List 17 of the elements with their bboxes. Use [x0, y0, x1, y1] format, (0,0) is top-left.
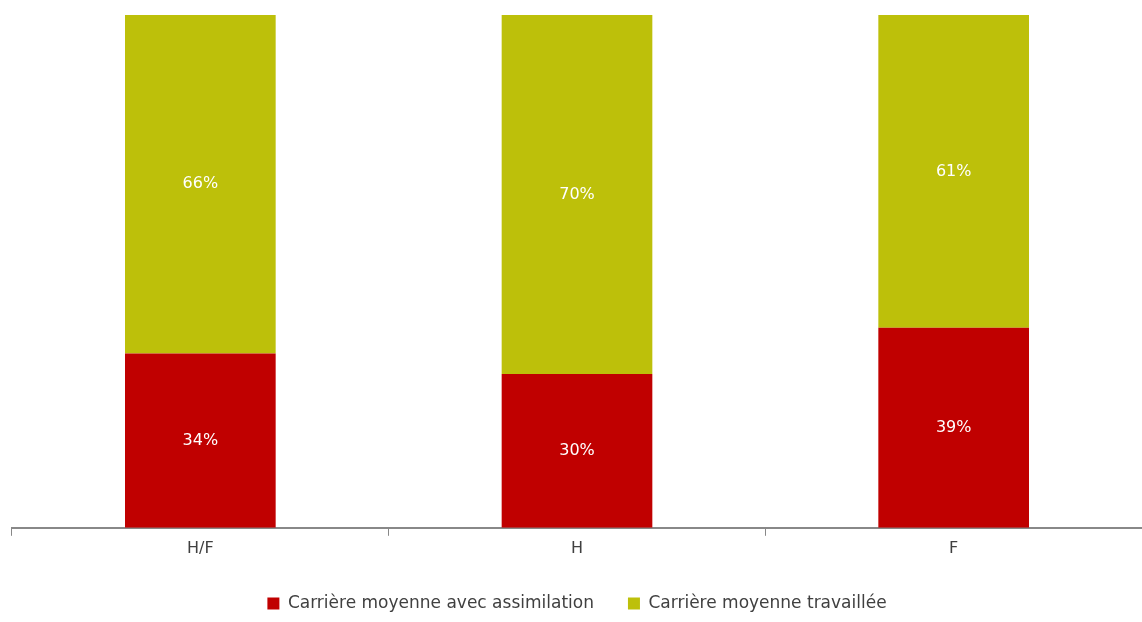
bar: [878, 327, 1029, 528]
data-label: 39%: [935, 416, 972, 436]
bar: [501, 373, 653, 528]
legend-label: Carrière moyenne travaillée: [648, 591, 887, 612]
legend-label: Carrière moyenne avec assimilation: [287, 591, 594, 612]
x-tick-label: H: [570, 537, 584, 557]
data-label: 66%: [182, 173, 219, 193]
bar: [501, 15, 653, 374]
data-label: 61%: [935, 160, 972, 180]
bar: [878, 15, 1029, 328]
data-label: 30%: [559, 440, 595, 460]
bar: [125, 353, 276, 528]
data-label: 34%: [182, 429, 219, 449]
data-label: 70%: [559, 183, 595, 203]
x-tick-label: H/F: [187, 537, 214, 557]
x-tick-label: F: [949, 537, 959, 557]
bar: [125, 15, 276, 354]
